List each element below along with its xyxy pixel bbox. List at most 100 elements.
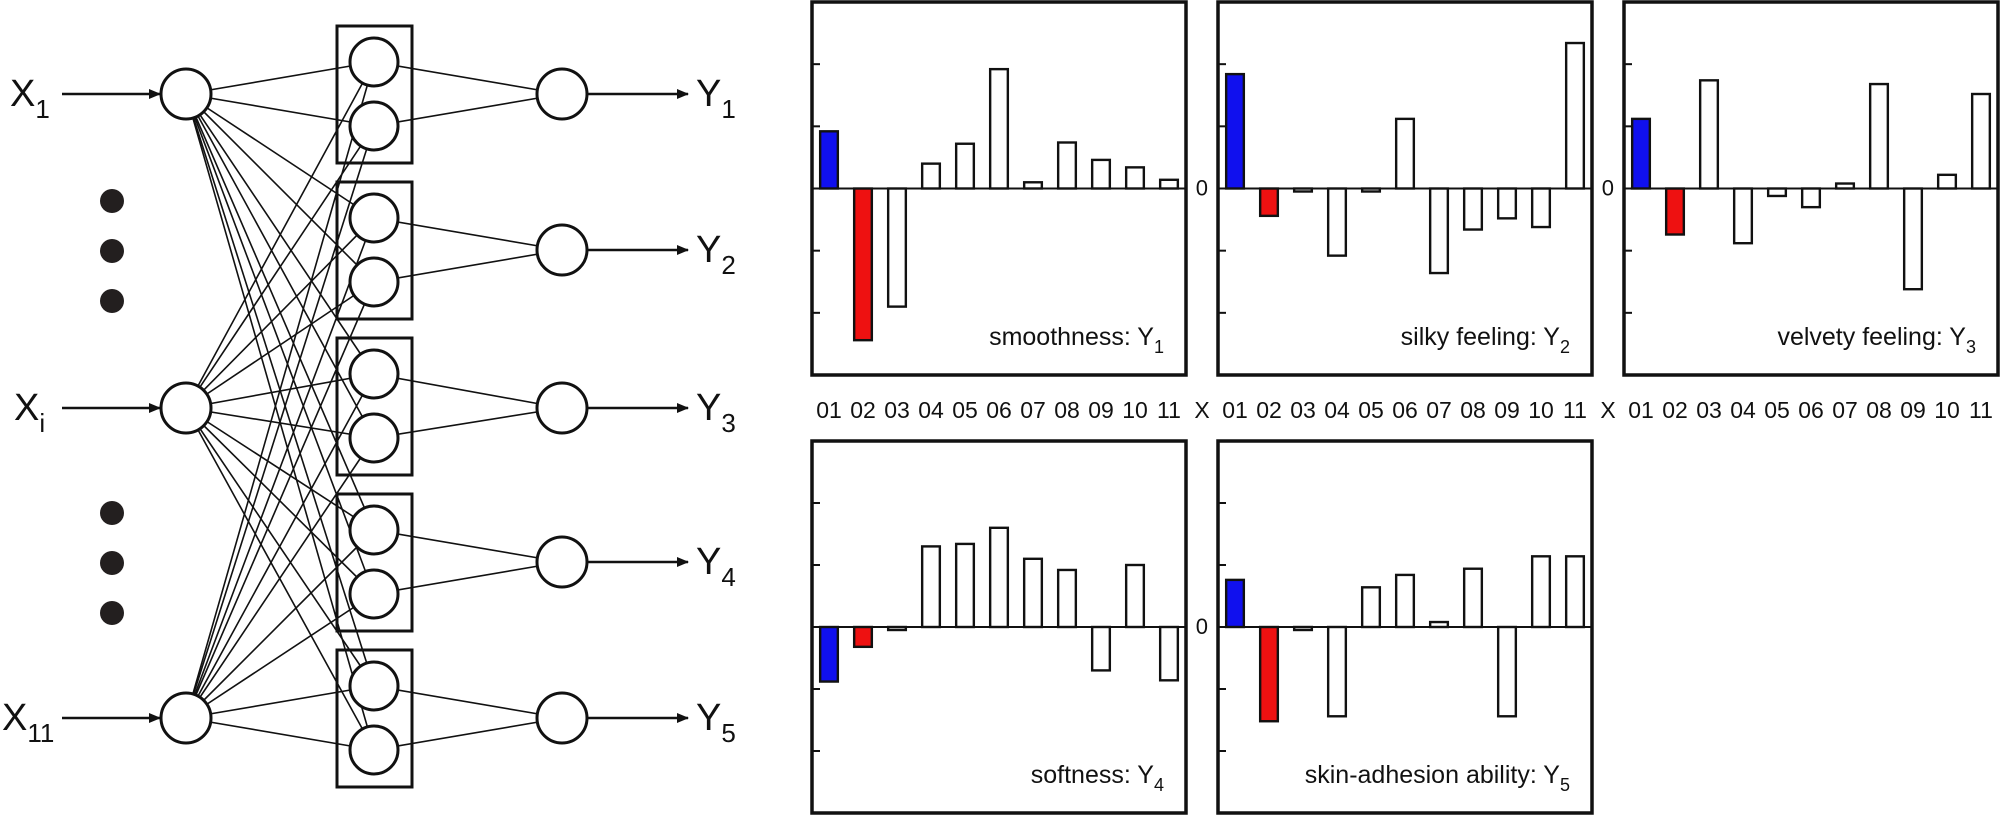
bar-08	[1056, 568, 1078, 629]
bar-07	[1022, 181, 1044, 190]
category-label-07: 07	[1832, 397, 1858, 423]
hidden-group-boxes	[335, 24, 414, 789]
input-hidden-connection	[185, 61, 375, 409]
hidden-node	[348, 660, 400, 712]
output-label-4: Y4	[696, 541, 736, 592]
output-node-1	[535, 67, 589, 121]
hidden-node	[348, 192, 400, 244]
input-hidden-connection	[185, 93, 375, 595]
bar-11	[1564, 41, 1586, 190]
chart-title: velvety feeling: Y3	[1777, 323, 1976, 357]
bar-02	[852, 187, 874, 342]
hidden-output-connection	[373, 61, 563, 95]
category-label-02: 02	[1256, 397, 1282, 423]
bar-08	[1868, 82, 1890, 190]
output-node-2	[535, 223, 589, 277]
bar-06	[1394, 573, 1416, 629]
category-label-05: 05	[1764, 397, 1790, 423]
output-labels: Y1 Y2 Y3 Y4 Y5	[696, 73, 736, 748]
bar-11	[1564, 555, 1586, 629]
input-label-1: X1	[10, 73, 50, 124]
bar-05	[1766, 187, 1788, 198]
category-label-06: 06	[986, 397, 1012, 423]
input-hidden-connection	[185, 217, 375, 409]
bar-05	[1360, 187, 1382, 193]
bar-06	[988, 67, 1010, 190]
category-label-03: 03	[884, 397, 910, 423]
bar-02	[1258, 187, 1280, 218]
x-axis-title: X	[1600, 397, 1615, 423]
category-label-04: 04	[1730, 397, 1756, 423]
bar-03	[886, 187, 908, 308]
bar-01	[1630, 117, 1652, 190]
bar-07	[1428, 620, 1450, 629]
bar-01	[1224, 72, 1246, 190]
bar-10	[1530, 187, 1552, 229]
category-label-02: 02	[850, 397, 876, 423]
chart-frame	[1216, 0, 1594, 377]
chart-title: skin-adhesion ability: Y5	[1305, 761, 1570, 795]
input-hidden-connection	[185, 281, 375, 719]
bar-03	[1292, 187, 1314, 193]
output-label-3: Y3	[696, 387, 736, 438]
bar-01	[818, 625, 840, 683]
bar-07	[1834, 182, 1856, 190]
hidden-output-connection	[373, 249, 563, 283]
bar-11	[1158, 178, 1180, 190]
category-label-03: 03	[1290, 397, 1316, 423]
x-axis-category-labels: X X	[1194, 397, 1615, 423]
hidden-output-connection	[373, 217, 563, 251]
bar-04	[1326, 187, 1348, 257]
bar-02	[852, 625, 874, 649]
chart-frame	[1216, 439, 1594, 815]
hidden-output-connection	[373, 561, 563, 595]
bar-06	[1394, 117, 1416, 190]
category-label-01: 01	[816, 397, 842, 423]
input-hidden-connection	[185, 685, 375, 719]
zero-tick-label: 0	[1196, 614, 1208, 639]
output-nodes	[535, 67, 589, 745]
input-hidden-connection	[185, 61, 375, 95]
bar-04	[1732, 187, 1754, 245]
bar-11	[1970, 92, 1992, 190]
category-label-01: 01	[1222, 397, 1248, 423]
input-arrows	[62, 89, 161, 723]
category-label-08: 08	[1460, 397, 1486, 423]
bar-08	[1462, 187, 1484, 231]
hidden-output-connection	[373, 717, 563, 751]
output-node-3	[535, 381, 589, 435]
category-label-08: 08	[1866, 397, 1892, 423]
bar-09	[1496, 625, 1518, 718]
input-hidden-connection	[185, 437, 375, 719]
hidden-group-box-5	[335, 648, 414, 789]
ellipsis-dot	[100, 239, 124, 263]
category-label-10: 10	[1934, 397, 1960, 423]
sensitivity-bar-charts: smoothness: Y1 01 02 03 04 05 06 07 08 09 10 11 0 sil…	[810, 0, 2000, 815]
bar-09	[1496, 187, 1518, 220]
input-hidden-connection	[185, 593, 375, 719]
category-label-11: 11	[1563, 397, 1587, 423]
hidden-node	[348, 256, 400, 308]
bar-03	[1292, 625, 1314, 632]
x-axis-title: X	[1194, 397, 1209, 423]
bar-11	[1158, 625, 1180, 682]
hidden-node	[348, 412, 400, 464]
bar-chart-panel-3: 0 velvety feeling: Y3 01 02 03 04 05 06 07 08 09 10…	[1602, 0, 2000, 423]
hidden-node	[348, 36, 400, 88]
hidden-nodes	[348, 36, 400, 776]
ellipsis-dots	[100, 189, 124, 625]
bar-03	[1698, 79, 1720, 190]
input-hidden-connection	[185, 717, 375, 751]
output-label-2: Y2	[696, 229, 736, 280]
ellipsis-dot	[100, 601, 124, 625]
hidden-output-connection	[373, 685, 563, 719]
hidden-node	[348, 100, 400, 152]
bar-chart-panel-2: 0 silky feeling: Y2 01 02 03 04 05 06 07 08 09 10 11	[1196, 0, 1594, 423]
category-label-11: 11	[1969, 397, 1993, 423]
bar-07	[1022, 557, 1044, 629]
category-label-10: 10	[1528, 397, 1554, 423]
bar-01	[1224, 578, 1246, 629]
category-label-08: 08	[1054, 397, 1080, 423]
category-label-10: 10	[1122, 397, 1148, 423]
